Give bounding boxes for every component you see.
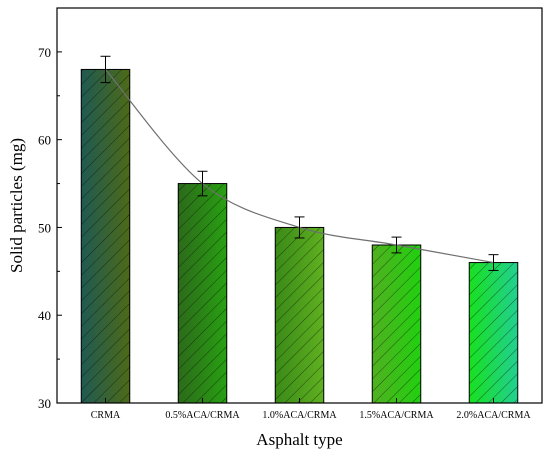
bar-hatch-3 <box>372 245 421 403</box>
x-axis-label: Asphalt type <box>256 430 342 449</box>
y-tick-label-0: 30 <box>38 396 51 411</box>
y-tick-label-3: 60 <box>38 133 51 148</box>
bar-hatch-1 <box>178 183 227 403</box>
y-tick-label-4: 70 <box>38 45 51 60</box>
hatch-group <box>81 69 518 403</box>
error-bars-group <box>100 55 499 271</box>
x-tick-label-4: 2.0%ACA/CRMA <box>456 410 531 421</box>
x-tick-label-3: 1.5%ACA/CRMA <box>359 410 434 421</box>
y-tick-label-2: 50 <box>38 220 51 235</box>
bar-hatch-0 <box>81 69 130 403</box>
bar-hatch-4 <box>469 262 518 403</box>
x-axis-ticks: CRMA 0.5%ACA/CRMA 1.0%ACA/CRMA 1.5%ACA/CRMA… <box>91 398 531 421</box>
y-tick-label-1: 40 <box>38 308 51 323</box>
trend-line <box>105 69 494 264</box>
y-axis-label: Solid particles (mg) <box>7 138 26 273</box>
x-tick-label-1: 0.5%ACA/CRMA <box>165 410 240 421</box>
y-axis-ticks: 30 40 50 60 70 <box>38 45 62 411</box>
x-tick-label-0: CRMA <box>91 410 121 421</box>
bar-hatch-2 <box>275 227 324 403</box>
x-tick-label-2: 1.0%ACA/CRMA <box>262 410 337 421</box>
